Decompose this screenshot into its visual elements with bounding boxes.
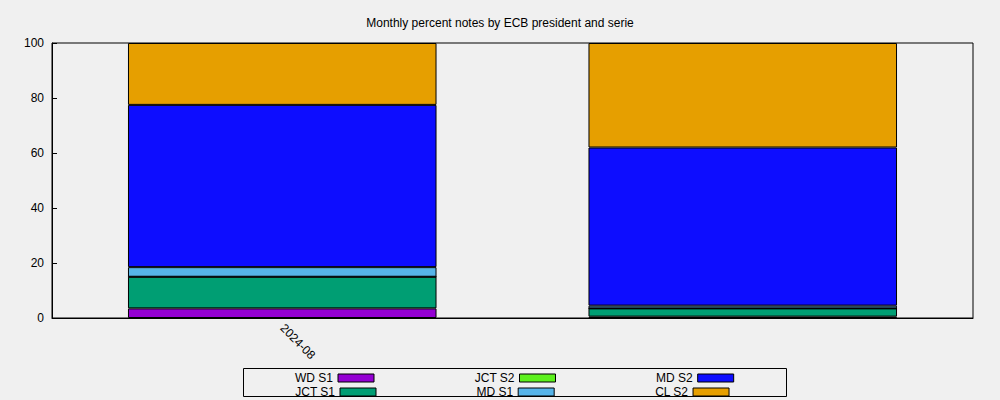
svg-text:MD S1: MD S1 xyxy=(476,385,513,399)
svg-text:80: 80 xyxy=(31,91,45,105)
svg-text:CL S2: CL S2 xyxy=(655,385,688,399)
svg-text:2024-08: 2024-08 xyxy=(277,321,318,362)
svg-text:JCT S2: JCT S2 xyxy=(475,371,515,385)
svg-text:MD S2: MD S2 xyxy=(656,371,693,385)
svg-text:60: 60 xyxy=(31,146,45,160)
svg-text:100: 100 xyxy=(24,36,44,50)
svg-text:20: 20 xyxy=(31,256,45,270)
svg-text:Monthly percent notes by ECB p: Monthly percent notes by ECB president a… xyxy=(366,16,634,30)
svg-text:40: 40 xyxy=(31,201,45,215)
svg-text:JCT S1: JCT S1 xyxy=(295,385,335,399)
svg-text:0: 0 xyxy=(37,311,44,325)
svg-text:WD S1: WD S1 xyxy=(295,371,333,385)
